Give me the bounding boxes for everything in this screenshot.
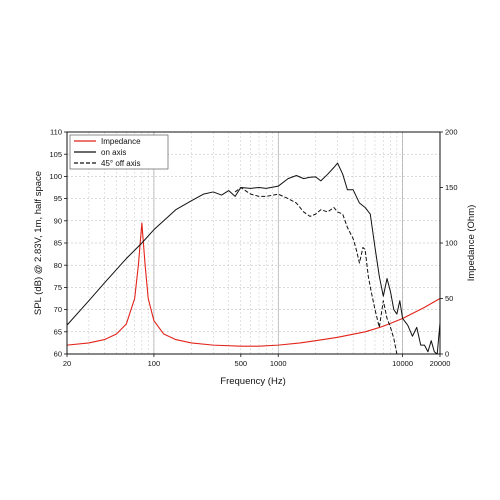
impedance-curve [67,222,440,347]
x-tick-label: 100 [148,359,161,368]
x-tick-label: 1000 [270,359,287,368]
y-tick-label: 70 [54,305,62,314]
x-axis-ticks: 20 100 500 1000 10000 20000 [63,354,451,368]
x-tick-label: 500 [235,359,248,368]
series-layer [67,162,440,354]
y-tick-label: 75 [54,283,62,292]
y2-tick-label: 100 [445,239,458,248]
y2-tick-label: 0 [445,350,449,359]
legend-label-on-axis: on axis [101,148,126,157]
y-tick-label: 65 [54,327,62,336]
y-tick-label: 100 [49,172,62,181]
x-tick-label: 20000 [430,359,451,368]
y-tick-label: 90 [54,216,62,225]
right-axis-ticks: 0 50 100 150 200 [440,128,458,359]
y2-tick-label: 200 [445,128,458,137]
x-tick-label: 20 [63,359,71,368]
legend-label-impedance: Impedance [101,137,141,146]
left-axis-ticks: 60 65 70 75 80 85 90 95 100 105 110 [49,128,67,359]
y-tick-label: 85 [54,239,62,248]
y-tick-label: 95 [54,194,62,203]
y-tick-label: 105 [49,150,62,159]
y-tick-label: 60 [54,350,62,359]
x-tick-label: 10000 [392,359,413,368]
legend-label-off-axis: 45° off axis [101,159,141,168]
legend: Impedance on axis 45° off axis [69,134,169,170]
off-axis-curve [234,187,413,354]
y-tick-label: 110 [50,128,62,137]
y2-axis-label: Impedance (Ohm) [466,205,477,282]
y-tick-label: 80 [54,261,62,270]
y-axis-label: SPL (dB) @ 2.83V, 1m, half space [33,171,44,315]
y2-tick-label: 50 [445,294,453,303]
x-axis-label: Frequency (Hz) [220,376,285,387]
y2-tick-label: 150 [445,183,458,192]
on-axis-curve [67,162,440,354]
